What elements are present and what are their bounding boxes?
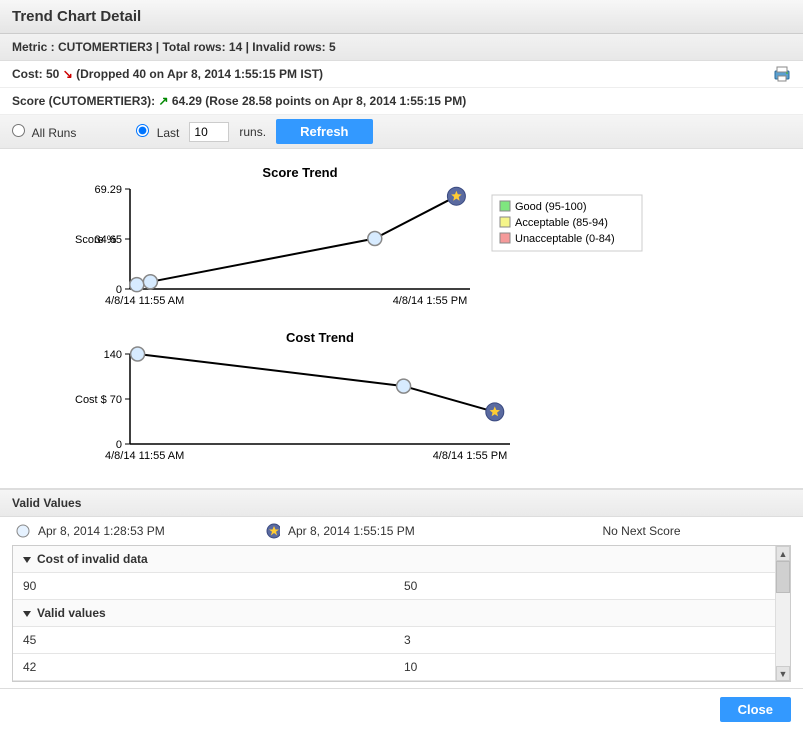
scrollbar[interactable]: ▲ ▼	[775, 546, 790, 681]
all-runs-radio-label[interactable]: All Runs	[12, 124, 76, 140]
table-row: 4210	[13, 654, 775, 681]
table-row: 453	[13, 627, 775, 654]
metric-summary: Metric : CUTOMERTIER3 | Total rows: 14 |…	[0, 34, 803, 61]
all-runs-radio[interactable]	[12, 124, 25, 137]
score-prefix: Score (CUTOMERTIER3):	[12, 94, 155, 108]
svg-text:Unacceptable (0-84): Unacceptable (0-84)	[515, 233, 615, 245]
last-text: Last	[157, 126, 180, 140]
scroll-up-icon[interactable]: ▲	[776, 546, 790, 561]
vv-col1-ts: Apr 8, 2014 1:28:53 PM	[38, 524, 258, 538]
table-group-row[interactable]: Valid values	[13, 600, 775, 627]
svg-text:Score Trend: Score Trend	[262, 165, 337, 180]
runs-suffix: runs.	[239, 125, 266, 139]
charts-svg: Score Trend034.6569.29Score %4/8/14 11:5…	[20, 159, 780, 469]
refresh-button[interactable]: Refresh	[276, 119, 372, 144]
scroll-thumb[interactable]	[776, 561, 790, 593]
vv-no-next: No Next Score	[496, 524, 787, 538]
all-runs-text: All Runs	[32, 126, 77, 140]
dialog-title: Trend Chart Detail	[0, 0, 803, 34]
vv-col2-ts: Apr 8, 2014 1:55:15 PM	[288, 524, 488, 538]
star-marker-icon	[266, 524, 280, 538]
svg-text:4/8/14 1:55 PM: 4/8/14 1:55 PM	[433, 450, 508, 462]
svg-text:Acceptable (85-94): Acceptable (85-94)	[515, 217, 608, 229]
svg-text:140: 140	[104, 349, 122, 361]
score-detail: (Rose 28.58 points on Apr 8, 2014 1:55:1…	[205, 94, 466, 108]
scroll-down-icon[interactable]: ▼	[776, 666, 790, 681]
svg-text:69.29: 69.29	[94, 184, 122, 196]
close-button[interactable]: Close	[720, 697, 791, 722]
score-line: Score (CUTOMERTIER3): ↗ 64.29 (Rose 28.5…	[0, 88, 803, 115]
valid-values-table: Cost of invalid data9050Valid values4534…	[13, 546, 775, 681]
cost-line: Cost: 50 ↘ (Dropped 40 on Apr 8, 2014 1:…	[0, 61, 803, 88]
table-row: 9050	[13, 573, 775, 600]
plain-marker-icon	[16, 524, 30, 538]
svg-text:Cost $: Cost $	[75, 394, 107, 406]
last-radio[interactable]	[136, 124, 149, 137]
svg-text:4/8/14 11:55 AM: 4/8/14 11:55 AM	[105, 450, 184, 462]
chart-area: Score Trend034.6569.29Score %4/8/14 11:5…	[0, 149, 803, 489]
valid-values-table-wrap: Cost of invalid data9050Valid values4534…	[12, 545, 791, 682]
runs-input[interactable]	[189, 122, 229, 142]
dialog-footer: Close	[0, 688, 803, 730]
score-value: 64.29	[172, 94, 202, 108]
svg-text:Score %: Score %	[75, 234, 117, 246]
svg-text:4/8/14 11:55 AM: 4/8/14 11:55 AM	[105, 295, 184, 307]
valid-values-timestamps: Apr 8, 2014 1:28:53 PM Apr 8, 2014 1:55:…	[0, 517, 803, 545]
controls-row: All Runs Last runs. Refresh	[0, 115, 803, 149]
svg-text:Good (95-100): Good (95-100)	[515, 201, 587, 213]
print-icon[interactable]	[773, 65, 791, 83]
svg-text:4/8/14 1:55 PM: 4/8/14 1:55 PM	[393, 295, 468, 307]
svg-text:70: 70	[110, 394, 122, 406]
last-radio-label[interactable]: Last	[136, 124, 179, 140]
table-group-row[interactable]: Cost of invalid data	[13, 546, 775, 573]
trend-down-icon: ↘	[63, 67, 73, 81]
svg-text:Cost Trend: Cost Trend	[286, 330, 354, 345]
cost-detail: (Dropped 40 on Apr 8, 2014 1:55:15 PM IS…	[76, 67, 323, 81]
cost-prefix: Cost: 50	[12, 67, 59, 81]
trend-up-icon: ↗	[158, 94, 168, 108]
valid-values-header: Valid Values	[0, 489, 803, 517]
